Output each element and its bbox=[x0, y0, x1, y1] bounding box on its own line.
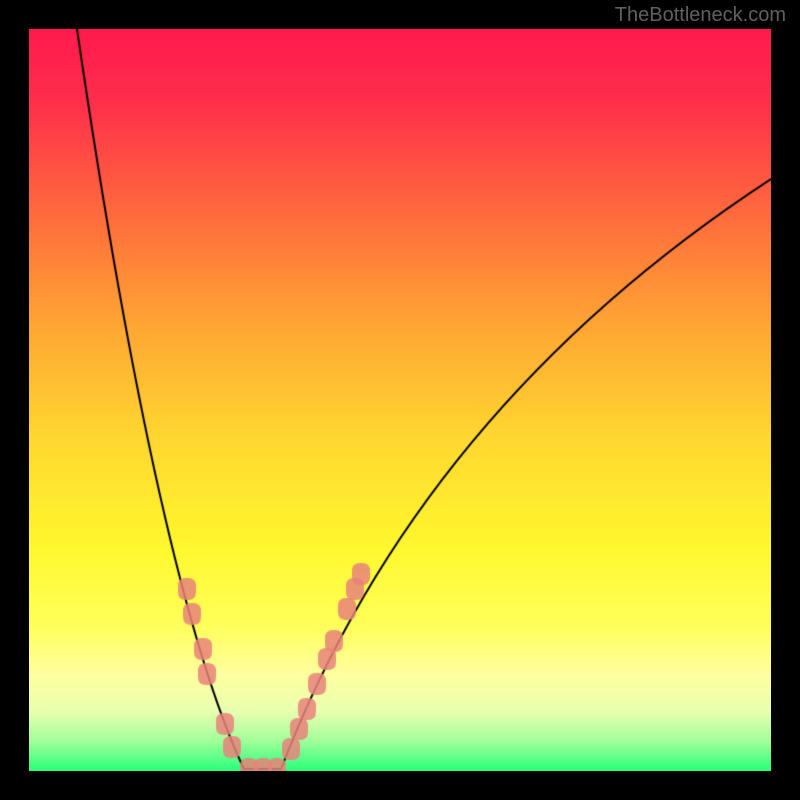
plot-area bbox=[29, 29, 771, 771]
frame-bottom bbox=[0, 771, 800, 800]
plot-curve-layer bbox=[29, 29, 771, 771]
frame-left bbox=[0, 0, 29, 800]
frame-right bbox=[771, 0, 800, 800]
watermark-text: TheBottleneck.com bbox=[615, 4, 786, 27]
